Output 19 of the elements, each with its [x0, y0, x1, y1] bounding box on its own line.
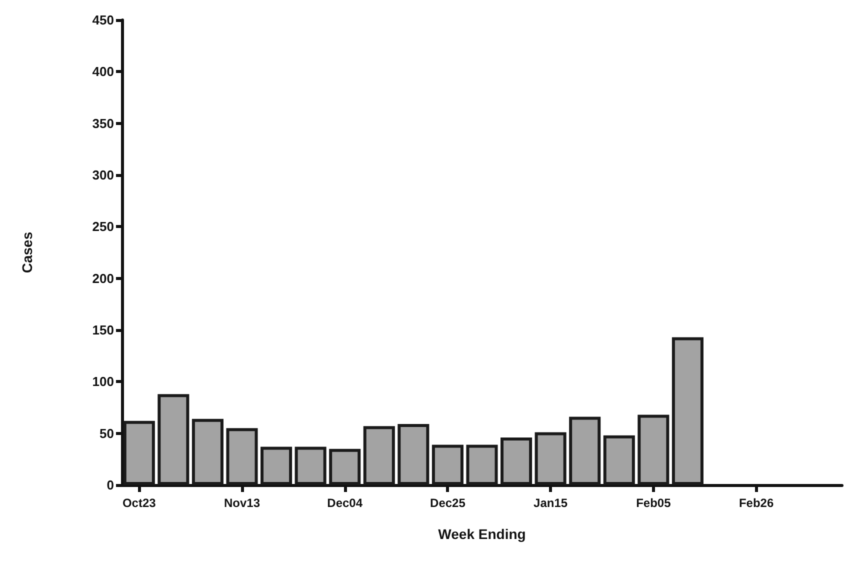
- x-axis-title: Week Ending: [438, 526, 526, 542]
- x-tick-label: Nov13: [224, 496, 260, 510]
- y-tick-label: 50: [100, 426, 114, 441]
- x-tick-label: Feb05: [636, 496, 672, 510]
- y-axis-title: Cases: [19, 232, 35, 274]
- y-tick-label: 150: [92, 322, 114, 338]
- x-tick-label: Dec04: [327, 496, 363, 510]
- y-tick-label: 450: [92, 12, 114, 28]
- y-tick-label: 200: [92, 270, 114, 286]
- x-tick-label: Jan15: [534, 496, 568, 510]
- y-tick-label: 250: [92, 219, 114, 234]
- y-tick-label: 300: [92, 168, 114, 182]
- x-tick-label: Dec25: [430, 496, 466, 510]
- y-tick-label: 400: [92, 64, 114, 80]
- y-tick-label: 0: [106, 478, 114, 492]
- x-tick-label: Oct23: [122, 496, 156, 510]
- y-tick-label: 350: [92, 116, 114, 131]
- x-tick-label: Feb26: [738, 496, 774, 510]
- y-tick-label: 100: [92, 374, 114, 390]
